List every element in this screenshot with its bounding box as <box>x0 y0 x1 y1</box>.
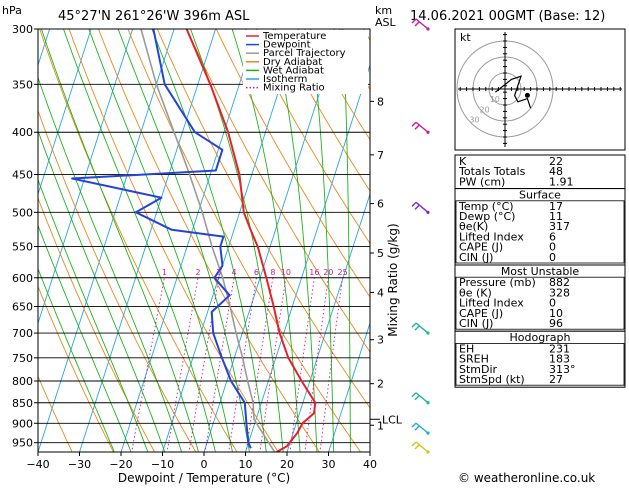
x-tick-label: −10 <box>151 458 174 471</box>
isotherm-line <box>0 4 16 461</box>
pressure-tick-label: 900 <box>12 417 33 430</box>
x-tick-label: −40 <box>26 458 49 471</box>
pressure-tick-label: 950 <box>12 437 33 450</box>
km-tick-label: 2 <box>377 378 384 391</box>
mixing-ratio-label: 25 <box>338 268 348 277</box>
asl-label: ASL <box>375 16 397 29</box>
hodograph-unit-label: kt <box>460 31 471 44</box>
km-tick-label: 8 <box>377 95 384 108</box>
km-tick-label: 5 <box>377 247 384 260</box>
km-tick-label: 7 <box>377 149 384 162</box>
pressure-tick-label: 700 <box>12 327 33 340</box>
temperature-axis: −40 −30 −20 −10 0 10 20 30 40 <box>26 452 377 471</box>
mixing-ratio-label: 2 <box>195 268 200 277</box>
pressure-tick-label: 750 <box>12 352 33 365</box>
x-tick-label: 20 <box>280 458 294 471</box>
indices-row-value: 0 <box>549 251 556 264</box>
pressure-tick-label: 800 <box>12 375 33 388</box>
wind-barb <box>412 423 430 435</box>
pressure-tick-label: 550 <box>12 241 33 254</box>
datetime-title: 14.06.2021 00GMT (Base: 12) <box>410 9 605 24</box>
indices-row-value: 96 <box>549 317 563 330</box>
x-tick-label: 0 <box>201 458 208 471</box>
pressure-tick-label: 650 <box>12 301 33 314</box>
pressure-tick-label: 850 <box>12 397 33 410</box>
indices-row-name: PW (cm) <box>459 175 505 188</box>
mixing-ratio-label: 10 <box>281 268 291 277</box>
pressure-axis: 300 350 400 450 500 550 600 650 700 750 800 850 900 9… <box>12 23 38 450</box>
wind-barbs <box>412 19 430 454</box>
pressure-tick-label: 400 <box>12 126 33 139</box>
hodograph-ring-label: 10 <box>490 95 500 104</box>
copyright-footer: © weatheronline.co.uk <box>458 471 595 485</box>
x-axis-label: Dewpoint / Temperature (°C) <box>118 471 290 485</box>
mixing-ratio-label: 8 <box>270 268 275 277</box>
x-tick-label: −20 <box>109 458 132 471</box>
mixing-ratio-label: 16 <box>309 268 319 277</box>
indices-row-value: 27 <box>549 373 563 386</box>
pressure-tick-label: 500 <box>12 206 33 219</box>
km-tick-label: 6 <box>377 198 384 211</box>
mixing-ratio-axis-label: Mixing Ratio (g/kg) <box>386 223 400 336</box>
location-title: 45°27'N 261°26'W 396m ASL <box>58 9 250 24</box>
indices-row-name: StmSpd (kt) <box>459 373 525 386</box>
mixing-ratio-label: 1 <box>162 268 167 277</box>
mixing-ratio-label: 4 <box>232 268 237 277</box>
lcl-label: LCL <box>382 413 403 426</box>
hodograph-ring-label: 30 <box>469 116 479 125</box>
legend-label: Mixing Ratio <box>263 83 325 94</box>
pressure-tick-label: 600 <box>12 272 33 285</box>
wind-barb <box>412 202 430 214</box>
hpa-label: hPa <box>2 4 22 17</box>
mixing-ratio-label: 20 <box>323 268 333 277</box>
mixing-ratio-label: 6 <box>254 268 259 277</box>
hodograph-ring-label: 20 <box>480 105 490 114</box>
mixing-ratio-label: 3 <box>216 268 221 277</box>
wind-barb <box>412 323 430 335</box>
x-tick-label: 10 <box>239 458 253 471</box>
x-tick-label: −30 <box>68 458 91 471</box>
pressure-tick-label: 300 <box>12 23 33 36</box>
hodograph-storm-marker <box>525 93 530 98</box>
indices-row-name: CIN (J) <box>459 251 493 264</box>
pressure-tick-label: 350 <box>12 78 33 91</box>
wind-barb <box>412 442 430 454</box>
wind-barb <box>412 122 430 134</box>
pressure-tick-label: 450 <box>12 169 33 182</box>
x-tick-label: 40 <box>363 458 377 471</box>
km-tick-label: 4 <box>377 286 384 299</box>
x-tick-label: 30 <box>322 458 336 471</box>
indices-row-value: 1.91 <box>549 175 574 188</box>
km-tick-label: 3 <box>377 334 384 347</box>
wind-barb <box>412 393 430 405</box>
indices-row-name: CIN (J) <box>459 317 493 330</box>
